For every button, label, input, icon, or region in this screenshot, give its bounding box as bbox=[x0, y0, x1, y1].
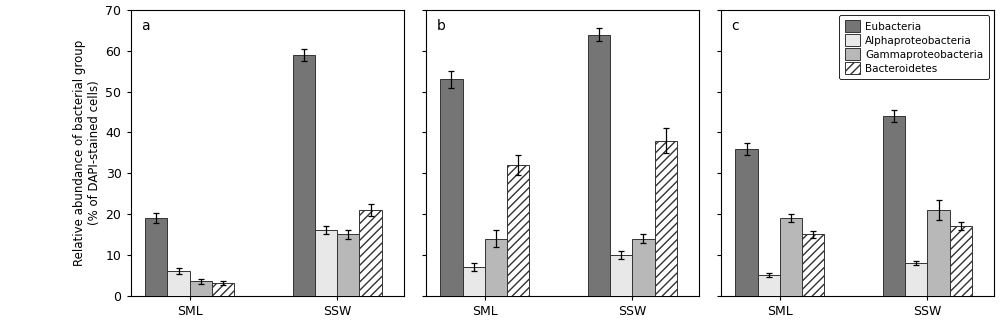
Bar bbox=[927, 210, 949, 296]
Bar bbox=[293, 55, 315, 296]
Bar bbox=[359, 210, 381, 296]
Bar bbox=[779, 218, 801, 296]
Y-axis label: Relative abundance of bacterial group
(% of DAPI-stained cells): Relative abundance of bacterial group (%… bbox=[73, 40, 101, 266]
Bar bbox=[168, 271, 190, 296]
Bar bbox=[337, 235, 359, 296]
Bar bbox=[883, 116, 905, 296]
Bar bbox=[632, 239, 654, 296]
Text: c: c bbox=[731, 18, 738, 33]
Bar bbox=[949, 226, 971, 296]
Bar bbox=[315, 230, 337, 296]
Bar bbox=[757, 275, 779, 296]
Legend: Eubacteria, Alphaproteobacteria, Gammaproteobacteria, Bacteroidetes: Eubacteria, Alphaproteobacteria, Gammapr… bbox=[839, 15, 988, 79]
Bar bbox=[484, 239, 507, 296]
Bar bbox=[440, 79, 462, 296]
Text: b: b bbox=[436, 18, 445, 33]
Bar bbox=[145, 218, 168, 296]
Bar bbox=[735, 149, 757, 296]
Bar bbox=[190, 282, 212, 296]
Bar bbox=[610, 255, 632, 296]
Bar bbox=[801, 235, 823, 296]
Text: a: a bbox=[141, 18, 149, 33]
Bar bbox=[462, 267, 484, 296]
Bar bbox=[212, 284, 234, 296]
Bar bbox=[905, 263, 927, 296]
Bar bbox=[654, 141, 676, 296]
Bar bbox=[588, 35, 610, 296]
Bar bbox=[507, 165, 529, 296]
